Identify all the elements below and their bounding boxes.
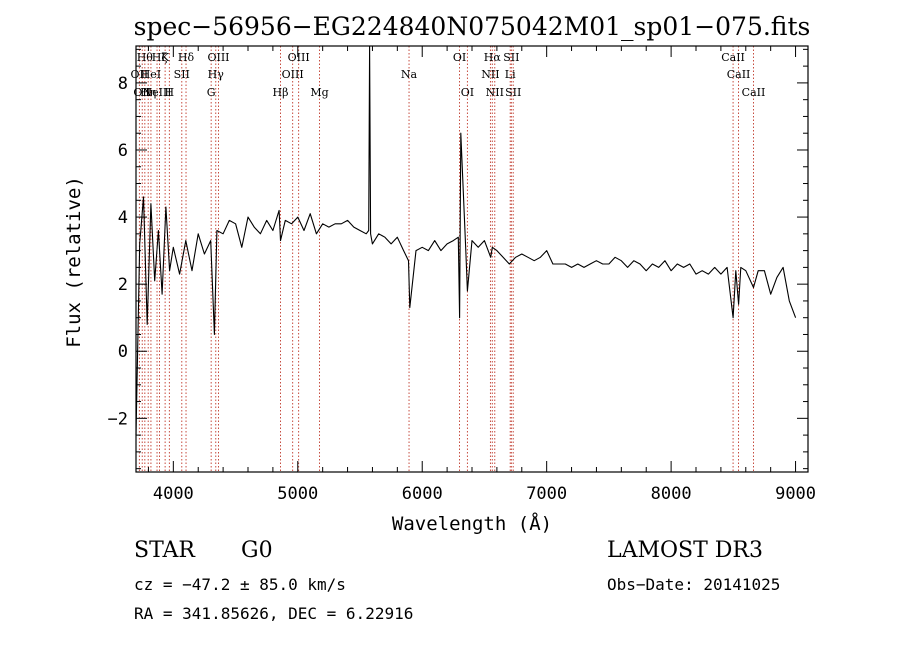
line-label-14: Hβ [273, 86, 289, 99]
line-label-11: G [207, 86, 216, 99]
line-label-8: H [165, 86, 175, 99]
plot-frame [135, 45, 809, 473]
object-class: STAR [134, 538, 195, 563]
line-label-24: Li [505, 68, 516, 81]
line-label-15: OIII [282, 68, 304, 81]
y-tick-label-0: −2 [108, 409, 128, 429]
y-tick-label-3: 4 [118, 208, 128, 228]
observation-date: Obs−Date: 20141025 [607, 575, 781, 594]
x-tick-label-2: 6000 [402, 484, 443, 504]
line-label-5: NeIII [142, 86, 171, 99]
line-label-28: CaII [727, 68, 751, 81]
y-tick-label-5: 8 [118, 74, 128, 94]
x-tick-label-0: 4000 [153, 484, 194, 504]
line-label-4: HeI [141, 68, 161, 81]
x-tick-label-5: 9000 [775, 484, 816, 504]
x-tick-label-1: 5000 [277, 484, 318, 504]
y-tick-label-2: 2 [118, 275, 128, 295]
x-axis-label: Wavelength (Å) [392, 512, 552, 535]
y-tick-label-1: 0 [118, 342, 128, 362]
x-tick-label-4: 8000 [651, 484, 692, 504]
y-tick-label-4: 6 [118, 141, 128, 161]
chart-title: spec−56956−EG224840N075042M01_sp01−075.f… [134, 12, 811, 41]
line-label-22: Hα [484, 51, 502, 64]
line-label-13: OIII [207, 51, 229, 64]
line-label-26: SII [505, 86, 521, 99]
line-label-17: Mg [310, 86, 328, 99]
line-label-7: K [161, 51, 170, 64]
line-label-27: CaII [721, 51, 745, 64]
line-label-10: Hδ [178, 51, 195, 64]
line-label-16: OIII [288, 51, 310, 64]
line-label-6: Hζ [152, 51, 168, 64]
spectrum-series-0 [135, 45, 797, 436]
line-label-29: CaII [742, 86, 766, 99]
redshift-cz: cz = −47.2 ± 85.0 km/s [134, 575, 346, 594]
line-label-23: NII [486, 86, 504, 99]
line-label-18: Na [401, 68, 418, 81]
line-label-25: SII [503, 51, 519, 64]
survey-name: LAMOST DR3 [607, 538, 763, 563]
line-label-0: OII [131, 68, 149, 81]
line-label-1: OII [133, 86, 151, 99]
line-label-3: Hη [140, 86, 156, 99]
object-subclass: G0 [241, 538, 273, 563]
y-axis-label: Flux (relative) [63, 176, 85, 348]
line-label-12: Hγ [208, 68, 225, 81]
coordinates: RA = 341.85626, DEC = 6.22916 [134, 604, 414, 623]
line-label-19: OI [453, 51, 466, 64]
line-label-20: OI [461, 86, 474, 99]
line-label-9: SII [174, 68, 190, 81]
line-label-2: Hθ [137, 51, 154, 64]
line-label-21: NII [481, 68, 499, 81]
x-tick-label-3: 7000 [526, 484, 567, 504]
